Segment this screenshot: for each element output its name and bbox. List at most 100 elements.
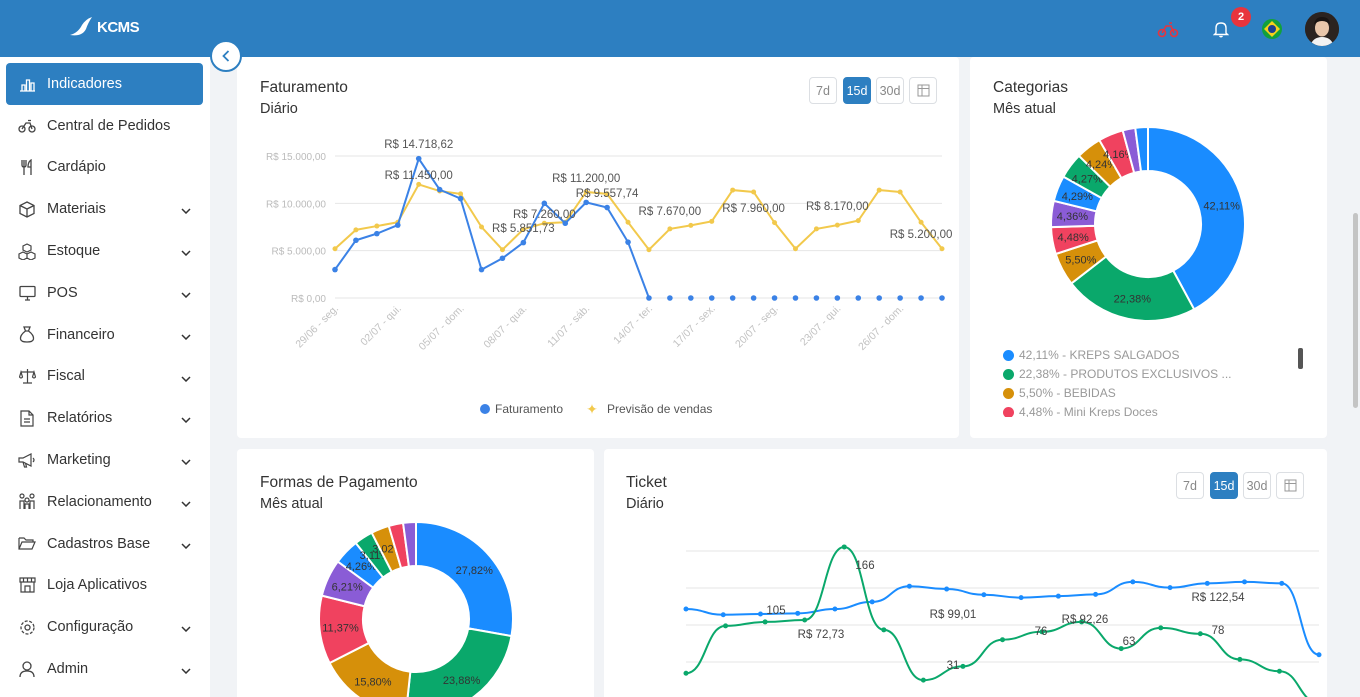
y-tick-label: R$ 0,00 [291,294,326,305]
faturamento-point [478,266,485,273]
previsao-point [541,220,547,226]
sidebar-item-relacionamento[interactable]: Relacionamento [6,481,203,523]
previsao-point [792,246,798,252]
range-30d-button[interactable]: 30d [876,77,904,104]
user-avatar[interactable] [1305,12,1339,46]
data-label: R$ 8.170,00 [806,201,869,213]
ticket-point [832,606,838,612]
faturamento-point [750,295,757,301]
sidebar-item-configuracao[interactable]: Configuração [6,606,203,648]
slice-label: 5,50% [1065,255,1096,267]
data-label: R$ 14.718,62 [384,139,453,151]
gear-icon [18,618,36,636]
previsao-point [374,223,380,229]
ticket-chart: 166 105 R$ 72,73 R$ 99,01 31 76 R$ 92,26 63 R$ 1… [683,544,1322,697]
previsao-point [458,191,464,197]
ticket-point [1130,579,1136,585]
range-30d-button[interactable]: 30d [1243,472,1271,499]
chevron-down-icon [181,537,191,553]
x-tick-label: 23/07 - qui. [798,303,844,349]
range-15d-button[interactable]: 15d [1210,472,1238,499]
slice-label: 4,24% [1086,159,1117,171]
top-bar: KCMS 2 [0,0,1360,57]
sidebar-item-cadastros-base[interactable]: Cadastros Base [6,523,203,565]
x-tick-label: 29/06 - seg. [293,303,341,351]
pedidos-point [1158,625,1164,631]
table-view-button[interactable] [909,77,937,104]
pedidos-point [1000,637,1005,643]
ticket-point [757,611,763,617]
sidebar-item-relatorios[interactable]: Relatórios [6,397,203,439]
user-icon [18,660,36,678]
chevron-down-icon [181,328,191,344]
faturamento-chart: R$ 0,00 R$ 5.000,00 R$ 10.000,00 R$ 15.000,… [266,139,952,417]
megaphone-icon [18,451,36,469]
range-7d-button[interactable]: 7d [1176,472,1204,499]
brazil-flag-icon[interactable] [1259,16,1285,42]
sidebar-item-fiscal[interactable]: Fiscal [6,356,203,398]
sidebar-item-admin[interactable]: Admin [6,648,203,690]
pedidos-point [1237,656,1243,662]
page-scrollbar[interactable] [1353,213,1358,408]
folder-icon [18,535,36,553]
legend-sparkle-icon: ✦ [586,401,598,417]
previsao-point [834,222,840,228]
sidebar-item-cardapio[interactable]: Cardápio [6,147,203,189]
x-tick-label: 08/07 - qua. [481,303,529,351]
store-icon [18,576,36,594]
pedidos-point [683,670,689,676]
sidebar-item-financeiro[interactable]: Financeiro [6,314,203,356]
range-15d-button[interactable]: 15d [843,77,871,104]
chevron-down-icon [181,411,191,427]
pagamento-title: Formas de Pagamento [260,474,418,491]
legend-dot [1003,349,1014,361]
sidebar-item-loja-aplicativos[interactable]: Loja Aplicativos [6,565,203,607]
sidebar-item-label: Cadastros Base [47,535,151,552]
pagamento-card: Formas de Pagamento Mês atual 27,82% 23,8… [237,449,594,697]
legend-scrollbar[interactable] [1298,348,1303,369]
pedidos-point [762,619,768,625]
range-7d-button[interactable]: 7d [809,77,837,104]
app-logo[interactable]: KCMS [68,12,140,42]
ticket-point [906,583,912,589]
data-label: R$ 9.557,74 [576,188,639,200]
previsao-point [688,222,694,228]
faturamento-point [939,295,945,301]
sidebar-item-marketing[interactable]: Marketing [6,439,203,481]
delivery-icon[interactable] [1155,16,1181,42]
monitor-icon [18,284,36,302]
categorias-subtitle: Mês atual [993,101,1056,117]
previsao-point [499,247,505,253]
pedidos-point [723,623,729,629]
previsao-point [751,189,757,195]
sidebar-item-pos[interactable]: POS [6,272,203,314]
sidebar-item-central-de-pedidos[interactable]: Central de Pedidos [6,105,203,147]
sidebar-collapse-button[interactable] [210,40,242,72]
sidebar-item-indicadores[interactable]: Indicadores [6,63,203,105]
slice-label: 4,26% [346,561,377,573]
legend-label-previsao: Previsão de vendas [607,402,712,416]
slice-label: 42,11% [1203,200,1240,212]
sidebar-item-materiais[interactable]: Materiais [6,188,203,230]
data-label: 76 [1035,626,1048,638]
table-view-button[interactable] [1276,472,1304,499]
data-label: 63 [1123,636,1136,648]
legend-item[interactable]: 5,50% - BEBIDAS [1003,386,1116,400]
sidebar-item-label: Financeiro [47,326,115,343]
legend-label: 22,38% - PRODUTOS EXCLUSIVOS ... [1019,367,1232,381]
legend-item[interactable]: 22,38% - PRODUTOS EXCLUSIVOS ... [1003,367,1232,381]
chevron-down-icon [181,620,191,636]
faturamento-point [667,295,673,301]
bell-icon[interactable] [1208,16,1234,42]
faturamento-point [499,255,506,262]
categorias-card: Categorias Mês atual 42,11% 22,38% 5,50% 4,… [970,57,1327,438]
sidebar-item-label: Admin [47,661,89,678]
slice-label: 4,16% [1103,149,1134,161]
sidebar-item-label: Relacionamento [47,493,152,510]
sidebar-item-estoque[interactable]: Estoque [6,230,203,272]
legend-item[interactable]: 4,48% - Mini Kreps Doces [1003,405,1158,417]
ticket-subtitle: Diário [626,496,664,512]
data-label: R$ 92,26 [1062,614,1109,626]
legend-item[interactable]: 42,11% - KREPS SALGADOS [1003,348,1180,362]
series-line-previsao [334,183,943,252]
